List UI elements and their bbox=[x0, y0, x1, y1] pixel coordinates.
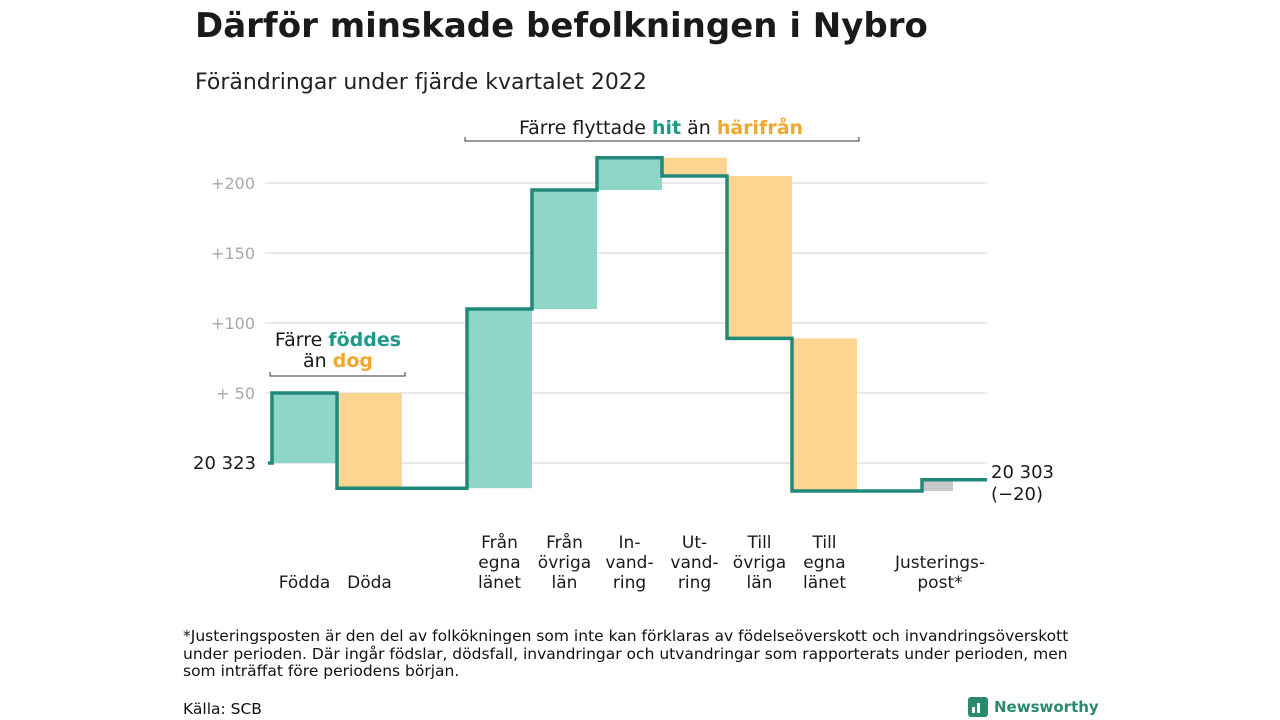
bar-3 bbox=[467, 309, 532, 489]
category-label: vand- bbox=[670, 553, 718, 573]
category-label: Från bbox=[481, 532, 518, 553]
source-note: Källa: SCB bbox=[183, 700, 262, 718]
bar-7 bbox=[727, 176, 792, 339]
category-label: egna bbox=[803, 553, 845, 573]
chart-subtitle: Förändringar under fjärde kvartalet 2022 bbox=[195, 70, 647, 95]
brand-logo: Newsworthy bbox=[968, 697, 1099, 717]
category-label: Justerings- bbox=[894, 553, 985, 573]
category-label: Döda bbox=[347, 573, 392, 593]
category-label: länet bbox=[478, 573, 521, 593]
cumulative-line bbox=[268, 156, 987, 493]
category-label: Ut- bbox=[682, 533, 707, 553]
category-label: Till bbox=[811, 533, 836, 553]
category-label: Till bbox=[746, 533, 771, 553]
chart-title: Därför minskade befolkningen i Nybro bbox=[195, 6, 928, 46]
category-label: övriga bbox=[538, 553, 591, 573]
category-label: ring bbox=[613, 573, 646, 593]
category-label: övriga bbox=[733, 553, 786, 573]
migration-annotation: Färre flyttade hit än härifrån bbox=[519, 115, 803, 139]
category-label: länet bbox=[803, 573, 846, 593]
brand-name: Newsworthy bbox=[994, 698, 1099, 716]
births-bracket bbox=[269, 372, 406, 377]
y-tick-label: +200 bbox=[211, 174, 255, 193]
bar-6 bbox=[662, 157, 727, 176]
end-value-label: 20 303 bbox=[991, 462, 1054, 483]
category-label: Från bbox=[546, 532, 583, 553]
category-label: län bbox=[747, 573, 773, 593]
start-value-label: 20 323 bbox=[193, 453, 256, 474]
category-label: post* bbox=[917, 573, 962, 593]
bar-chart-icon bbox=[968, 697, 988, 717]
y-tick-label: +100 bbox=[211, 314, 255, 333]
category-label: Födda bbox=[279, 573, 331, 593]
category-label: In- bbox=[619, 533, 641, 553]
births-annotation-line1: Färre föddes bbox=[275, 329, 401, 351]
y-tick-label: + 50 bbox=[216, 384, 255, 403]
end-change-label: (−20) bbox=[991, 484, 1043, 505]
bar-8 bbox=[792, 338, 857, 491]
bar-5 bbox=[597, 157, 662, 190]
y-tick-label: +150 bbox=[211, 244, 255, 263]
bar-4 bbox=[532, 190, 597, 309]
bar-0 bbox=[272, 393, 337, 463]
migration-bracket bbox=[464, 137, 860, 142]
category-label: ring bbox=[678, 573, 711, 593]
category-label: län bbox=[552, 573, 578, 593]
bar-1 bbox=[337, 393, 402, 489]
category-label: vand- bbox=[605, 553, 653, 573]
births-annotation-line2: än dog bbox=[303, 350, 373, 372]
bar-10 bbox=[923, 479, 953, 491]
footnote: *Justeringsposten är den del av folkökni… bbox=[183, 627, 1069, 680]
category-label: egna bbox=[478, 553, 520, 573]
